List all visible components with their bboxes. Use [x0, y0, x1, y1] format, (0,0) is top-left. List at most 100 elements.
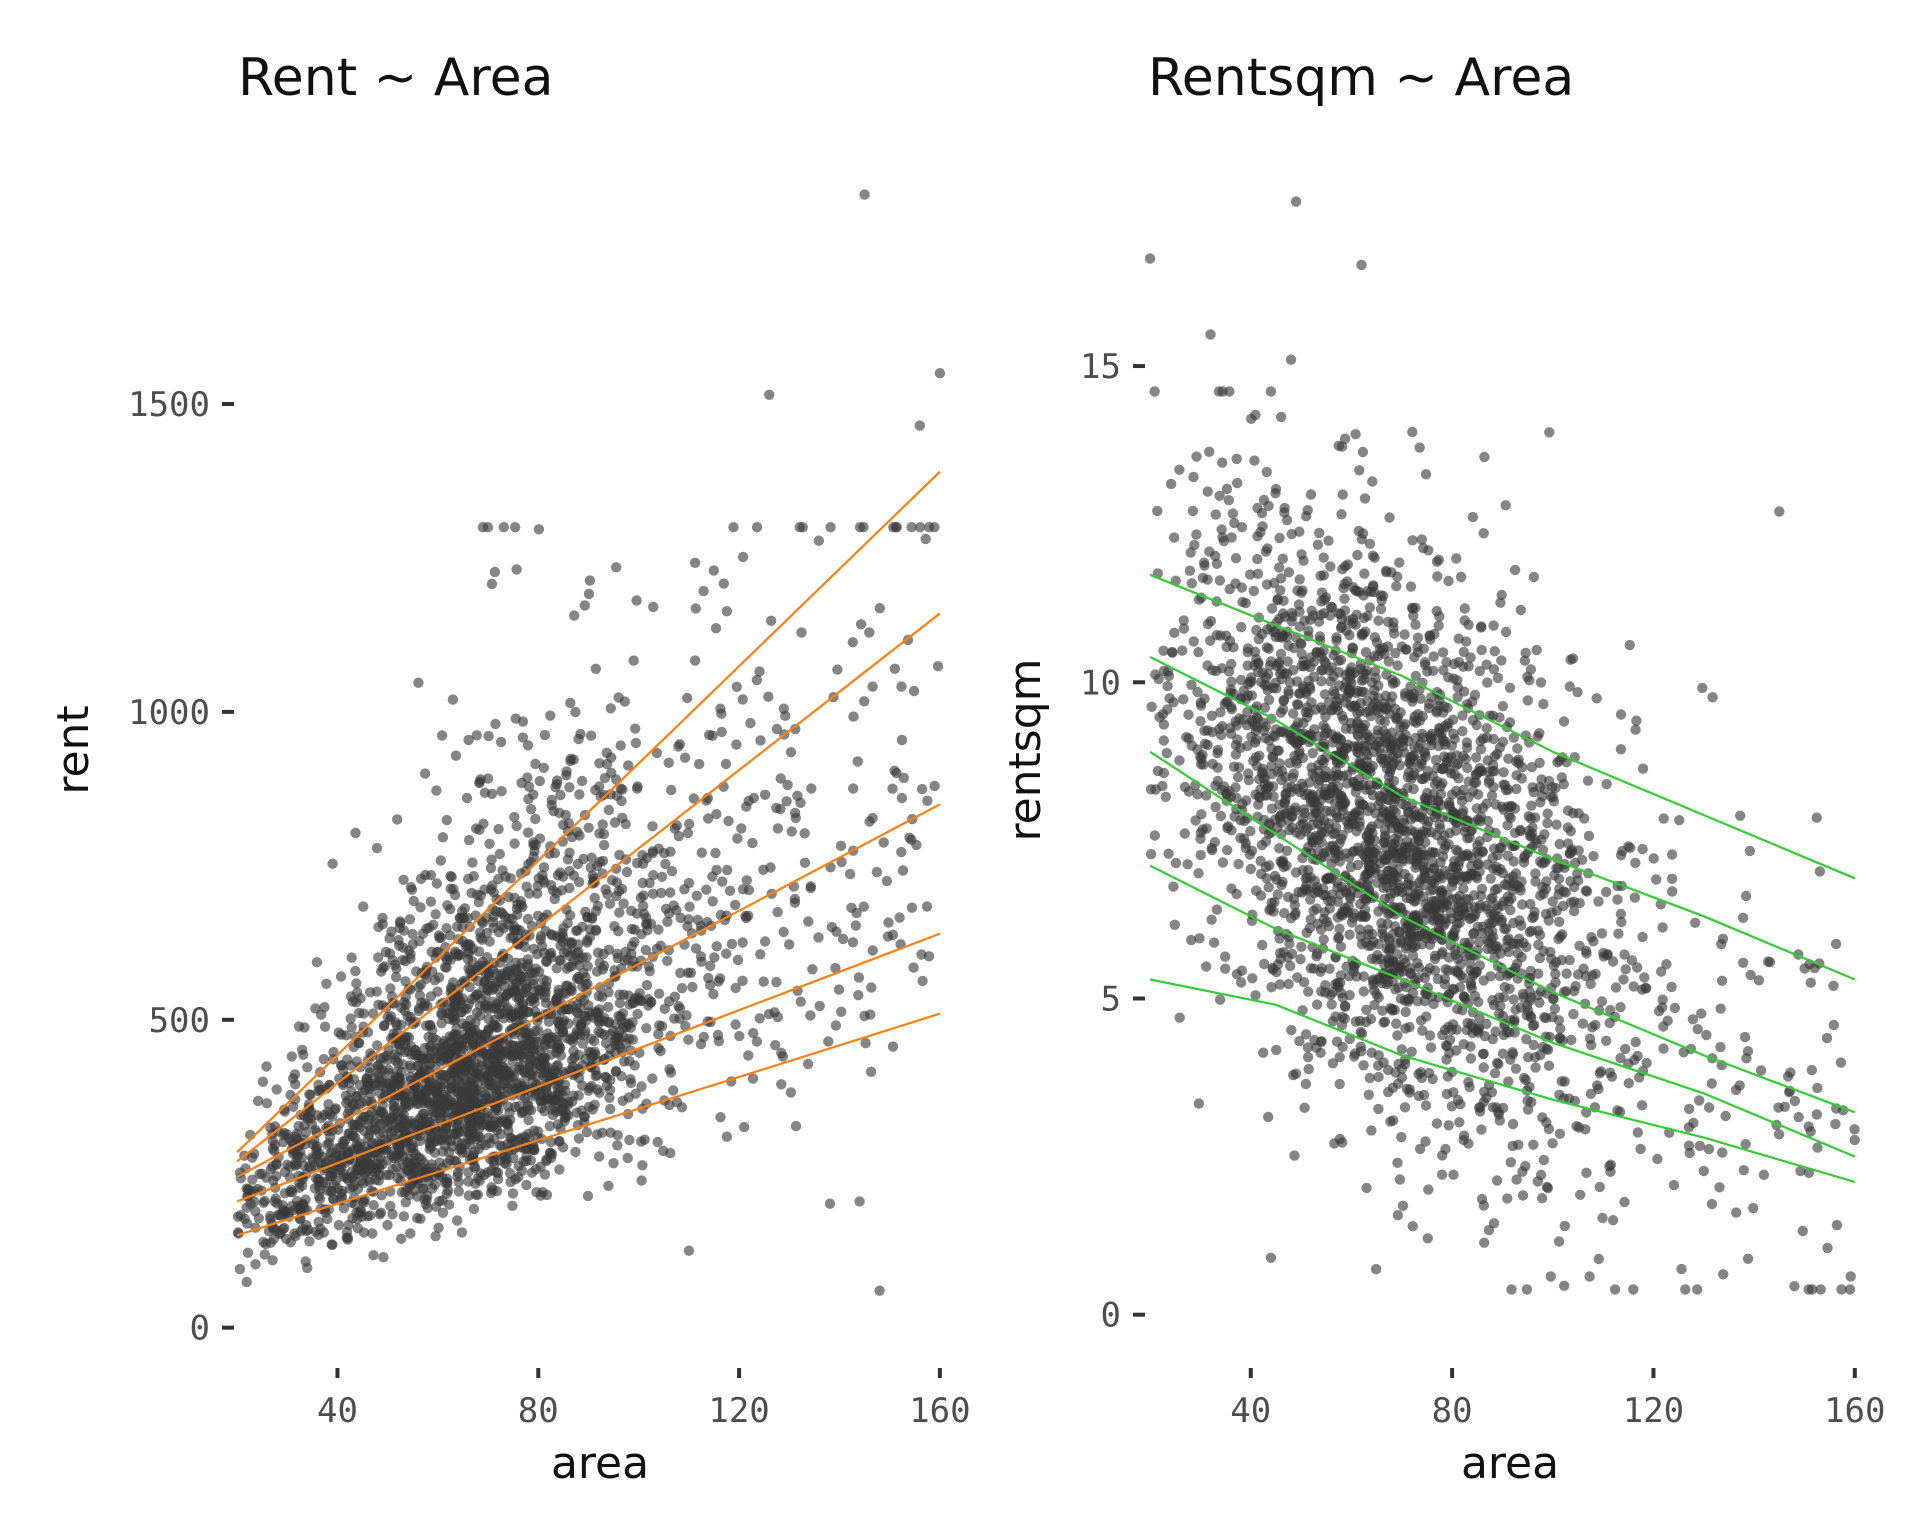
scatter-point: [1247, 973, 1258, 984]
scatter-point: [493, 823, 504, 835]
scatter-point: [452, 1215, 463, 1226]
scatter-point: [1398, 954, 1409, 965]
scatter-point: [1793, 1111, 1804, 1123]
scatter-point: [1214, 994, 1226, 1005]
scatter-point: [754, 1013, 765, 1024]
scatter-point: [1554, 916, 1565, 927]
scatter-point: [1844, 1284, 1856, 1295]
scatter-point: [1830, 1118, 1841, 1130]
scatter-point: [591, 860, 603, 872]
scatter-point: [728, 522, 739, 533]
scatter-point: [1263, 882, 1274, 893]
scatter-point: [1358, 971, 1370, 982]
scatter-point: [662, 916, 673, 927]
scatter-point: [1320, 723, 1332, 734]
scatter-point: [241, 1276, 252, 1288]
scatter-point: [435, 1113, 447, 1124]
scatter-point: [436, 1009, 447, 1020]
scatter-point: [614, 907, 625, 918]
scatter-point: [771, 723, 783, 735]
scatter-point: [1416, 534, 1428, 545]
scatter-point: [460, 1123, 472, 1135]
scatter-point: [1618, 974, 1629, 985]
scatter-point: [323, 1138, 335, 1149]
scatter-point: [1496, 589, 1507, 601]
scatter-point: [486, 1165, 497, 1176]
scatter-point: [1181, 732, 1192, 743]
scatter-point: [485, 862, 497, 874]
scatter-point: [1458, 750, 1469, 762]
scatter-point: [1314, 527, 1325, 539]
scatter-point: [471, 989, 482, 1001]
scatter-point: [1632, 1127, 1644, 1138]
scatter-point: [754, 666, 765, 677]
scatter-point: [1720, 1110, 1731, 1122]
scatter-point: [304, 1236, 315, 1247]
scatter-point: [906, 902, 918, 913]
scatter-point: [1149, 830, 1161, 841]
scatter-point: [789, 897, 801, 908]
scatter-point: [1206, 914, 1217, 925]
scatter-point: [778, 703, 789, 714]
scatter-point: [1420, 1100, 1432, 1111]
scatter-point: [643, 961, 654, 972]
panel-title: Rent ~ Area: [238, 48, 553, 108]
scatter-point: [568, 870, 579, 881]
scatter-point: [363, 1120, 375, 1131]
scatter-point: [1516, 920, 1527, 931]
scatter-point: [521, 881, 532, 892]
scatter-point: [1528, 571, 1540, 583]
scatter-point: [535, 931, 547, 942]
scatter-point: [450, 750, 462, 761]
scatter-point: [485, 1138, 496, 1149]
scatter-point: [1635, 1143, 1646, 1155]
scatter-point: [1195, 716, 1206, 727]
scatter-point: [387, 1114, 398, 1125]
scatter-point: [433, 1222, 444, 1234]
scatter-point: [806, 783, 817, 794]
scatter-point: [349, 1198, 361, 1210]
scatter-point: [548, 805, 559, 817]
scatter-point: [805, 1010, 816, 1021]
scatter-point: [490, 718, 501, 730]
scatter-point: [1735, 810, 1746, 821]
scatter-point: [887, 1041, 899, 1052]
scatter-point: [675, 967, 686, 979]
scatter-point: [1676, 1263, 1687, 1275]
scatter-point: [679, 752, 691, 763]
scatter-point: [741, 912, 752, 924]
scatter-point: [523, 781, 535, 792]
scatter-point: [321, 978, 332, 989]
scatter-point: [487, 964, 499, 975]
scatter-point: [372, 1040, 383, 1051]
scatter-point: [371, 986, 382, 997]
scatter-point: [1510, 1063, 1522, 1074]
scatter-point: [1201, 790, 1212, 801]
scatter-point: [653, 924, 664, 935]
scatter-point: [1296, 941, 1307, 952]
scatter-point: [1687, 1014, 1699, 1025]
scatter-point: [376, 1106, 387, 1117]
scatter-point: [1536, 1193, 1548, 1204]
scatter-point: [741, 875, 752, 886]
scatter-point: [708, 565, 719, 576]
scatter-point: [1365, 1013, 1377, 1025]
scatter-point: [916, 783, 928, 795]
scatter-point: [407, 928, 418, 940]
scatter-point: [1363, 1089, 1375, 1101]
scatter-point: [1557, 1035, 1568, 1046]
scatter-point: [1630, 1036, 1641, 1048]
scatter-point: [1545, 1271, 1557, 1282]
scatter-point: [1356, 534, 1368, 545]
scatter-point: [313, 1216, 324, 1228]
scatter-point: [622, 1152, 633, 1164]
scatter-point: [1359, 493, 1371, 504]
scatter-point: [906, 834, 917, 845]
scatter-point: [1425, 1042, 1437, 1053]
scatter-point: [611, 562, 622, 573]
scatter-point: [1158, 665, 1170, 677]
scatter-point: [395, 916, 406, 927]
scatter-point: [514, 1002, 525, 1013]
scatter-point: [1582, 775, 1594, 786]
scatter-point: [565, 753, 576, 764]
